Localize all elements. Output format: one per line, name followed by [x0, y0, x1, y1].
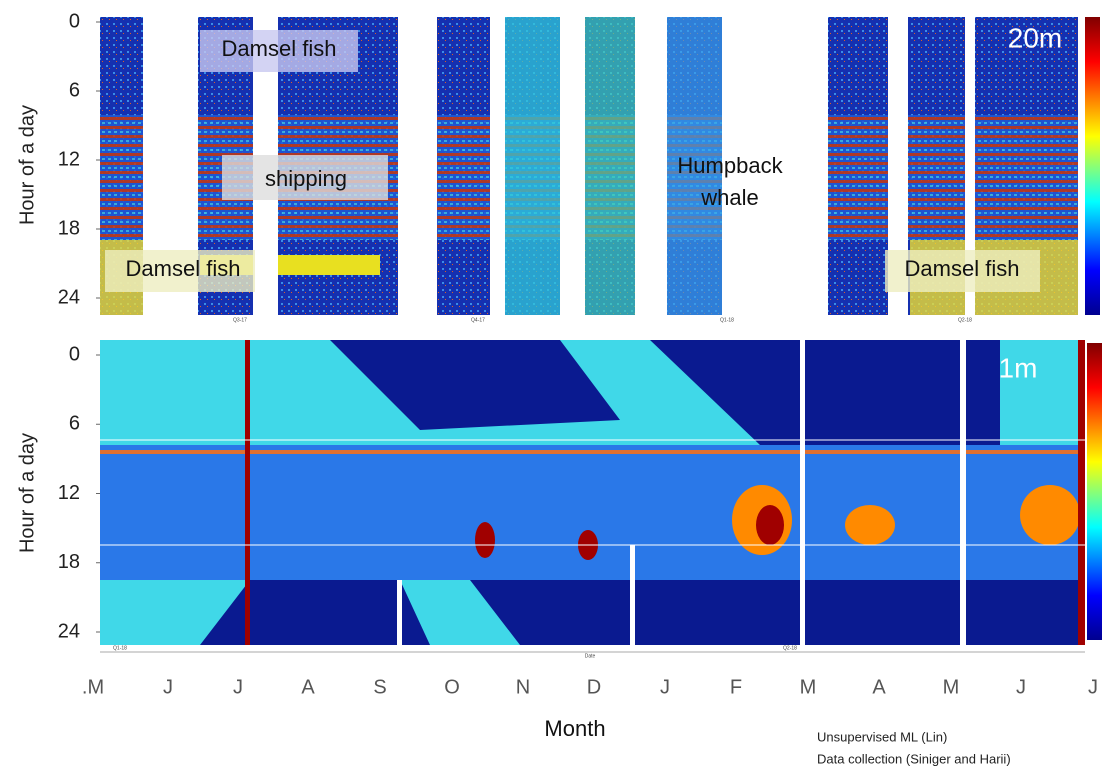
x-tick-label: .M: [82, 676, 104, 698]
x-tick-label: F: [730, 676, 742, 698]
x-tick-label: M: [800, 676, 817, 698]
x-tick-label: S: [373, 676, 386, 698]
annotation: shipping: [265, 166, 347, 191]
quarter-label: Q2-18: [958, 317, 972, 323]
annotation: Humpback whale: [677, 153, 783, 210]
x-tick-label: J: [163, 676, 173, 698]
x-tick-label: O: [444, 676, 460, 698]
y-tick-label: 6: [69, 413, 80, 435]
y-axis-title: Hour of a day: [16, 105, 38, 225]
x-tick-label: A: [301, 676, 315, 698]
credit-note: Unsupervised ML (Lin): [817, 729, 947, 744]
credit-note: Data collection (Siniger and Harii): [817, 751, 1011, 766]
y-tick-label: 12: [58, 482, 80, 504]
x-axis-title: Month: [544, 716, 605, 741]
heatmap-20m: [100, 17, 1100, 315]
depth-label: 1m: [999, 352, 1038, 383]
y-tick-label: 12: [58, 148, 80, 170]
y-tick-label: 6: [69, 79, 80, 101]
labels: 0 6 12 18 24 Hour of a day 20m Q3-17 Q4-17 Q1-18 Q…: [16, 10, 1098, 766]
x-tick-label: J: [233, 676, 243, 698]
x-tick-label: D: [587, 676, 601, 698]
quarter-label: Q1-18: [720, 317, 734, 323]
depth-label: 20m: [1008, 22, 1062, 53]
annotation: Damsel fish: [905, 256, 1020, 281]
date-label: Date: [585, 653, 596, 659]
y-tick-label: 24: [58, 286, 80, 308]
x-tick-label: J: [660, 676, 670, 698]
annotation: Damsel fish: [126, 256, 241, 281]
quarter-label: Q4-17: [471, 317, 485, 323]
y-tick-label: 18: [58, 217, 80, 239]
quarter-label: Q3-17: [233, 317, 247, 323]
quarter-label: Q2-18: [783, 645, 797, 651]
y-tick-label: 0: [69, 10, 80, 32]
heatmap-1m: [100, 340, 1102, 653]
quarter-label: Q1-18: [113, 645, 127, 651]
annotation: Damsel fish: [222, 36, 337, 61]
x-tick-label: M: [943, 676, 960, 698]
y-tick-label: 24: [58, 620, 80, 642]
y-tick-label: 0: [69, 343, 80, 365]
x-tick-label: J: [1016, 676, 1026, 698]
x-tick-label: J: [1088, 676, 1098, 698]
y-tick-label: 18: [58, 551, 80, 573]
y-axis-title: Hour of a day: [16, 433, 38, 553]
x-tick-label: A: [872, 676, 886, 698]
x-tick-label: N: [516, 676, 530, 698]
